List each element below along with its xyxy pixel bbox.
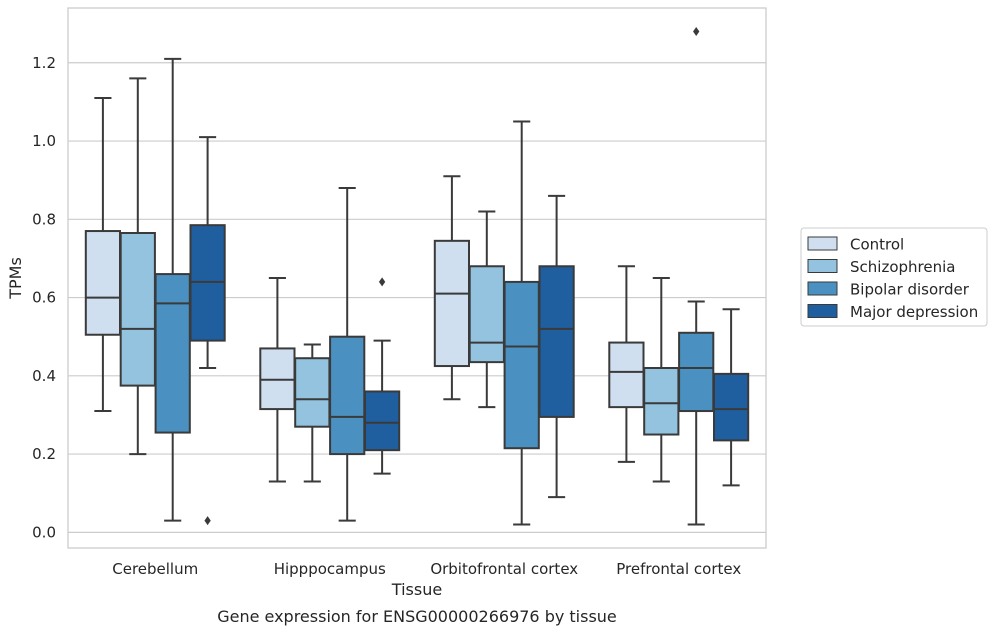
box-schizophrenia: [294, 343, 331, 483]
x-tick-label: Cerebellum: [112, 560, 198, 578]
box-bipolar-disorder: [678, 26, 715, 526]
x-tick-label: Prefrontal cortex: [616, 560, 741, 578]
boxes-layer: [84, 26, 750, 526]
y-tick-label: 1.0: [32, 132, 56, 150]
box-body: [538, 265, 575, 418]
box-control: [433, 175, 471, 401]
box-control: [84, 97, 122, 413]
y-axis-label: TPMs: [6, 257, 25, 300]
box-body: [433, 239, 471, 368]
box-bipolar-disorder: [154, 57, 191, 522]
legend: Control Schizophrenia Bipolar disorder Majo…: [800, 227, 988, 327]
legend-frame: [800, 227, 988, 327]
y-tick-label: 0.6: [32, 289, 56, 307]
legend-swatch: [807, 236, 838, 251]
legend-swatch: [807, 304, 838, 318]
y-tick-label: 0.8: [32, 210, 56, 228]
y-tick-label: 0.2: [32, 445, 56, 463]
box-control: [259, 277, 296, 483]
box-body: [608, 341, 645, 409]
box-body: [678, 331, 715, 413]
y-tick-labels: 0.0 0.2 0.4 0.6 0.8 1.0 1.2: [32, 54, 56, 542]
box-body: [503, 280, 540, 450]
grid-lines: [68, 62, 766, 533]
x-tick-label: Hipppocampus: [274, 560, 386, 578]
box-body: [154, 273, 191, 434]
legend-label: Major depression: [850, 303, 978, 321]
box-body: [643, 367, 680, 436]
legend-label: Bipolar disorder: [850, 281, 970, 299]
box-body: [468, 265, 505, 364]
y-tick-label: 0.4: [32, 367, 56, 385]
y-tick-label: 1.2: [32, 54, 56, 72]
box-major-depression: [538, 194, 575, 499]
legend-swatch: [807, 259, 838, 273]
box-body: [712, 372, 750, 442]
box-body: [329, 335, 366, 456]
x-axis-label: Tissue: [391, 580, 442, 599]
box-body: [119, 232, 156, 387]
box-major-depression: [712, 308, 750, 487]
legend-swatch: [807, 281, 838, 296]
box-schizophrenia: [468, 210, 505, 409]
outlier-point: [204, 516, 211, 526]
box-major-depression: [189, 136, 226, 526]
x-tick-labels: Cerebellum Hipppocampus Orbitofrontal cort…: [112, 560, 741, 578]
box-body: [294, 357, 331, 428]
chart-caption: Gene expression for ENSG00000266976 by t…: [217, 607, 617, 626]
box-body: [84, 230, 122, 336]
outlier-point: [378, 277, 386, 287]
box-major-depression: [363, 277, 401, 475]
legend-label: Control: [850, 236, 904, 254]
y-tick-label: 0.0: [32, 523, 56, 541]
outlier-point: [693, 26, 700, 36]
x-tick-label: Orbitofrontal cortex: [430, 560, 578, 578]
legend-label: Schizophrenia: [850, 258, 955, 276]
box-body: [363, 390, 401, 452]
